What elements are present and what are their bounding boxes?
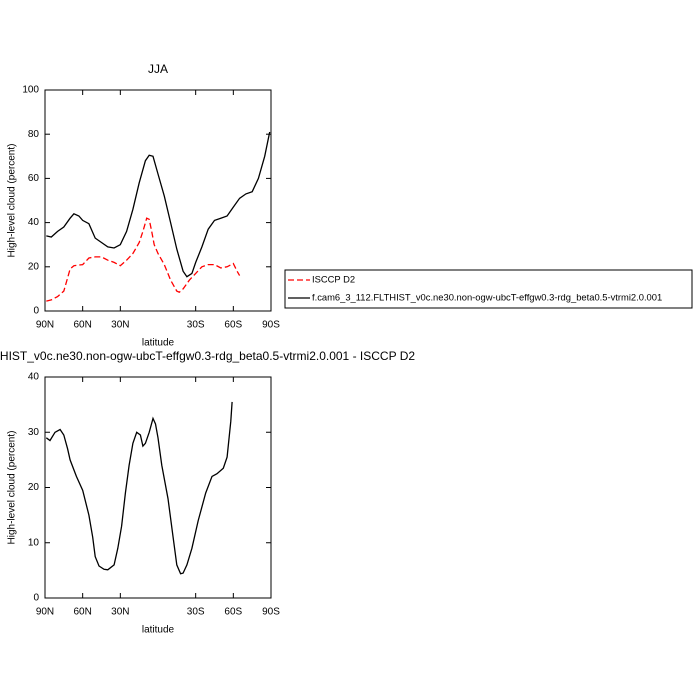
x-tick-label: 30N <box>111 320 129 331</box>
x-tick-label: 90N <box>36 320 54 331</box>
x-axis-label: latitude <box>142 625 175 636</box>
y-tick-label: 40 <box>28 217 40 228</box>
x-tick-label: 60N <box>73 320 91 331</box>
legend-label: f.cam6_3_112.FLTHIST_v0c.ne30.non-ogw-ub… <box>312 291 662 302</box>
x-tick-label: 90N <box>36 607 54 618</box>
y-tick-label: 0 <box>33 593 39 604</box>
x-tick-label: 30S <box>187 607 205 618</box>
x-tick-label: 90S <box>262 607 280 618</box>
plot-frame <box>44 376 272 599</box>
x-tick-label: 60N <box>73 607 91 618</box>
legend-label: ISCCP D2 <box>312 273 355 284</box>
y-tick-label: 20 <box>28 261 40 272</box>
data-line <box>46 131 271 278</box>
y-tick-label: 40 <box>28 372 40 383</box>
x-tick-label: 60S <box>224 320 242 331</box>
y-tick-label: 30 <box>28 427 40 438</box>
y-tick-label: 80 <box>28 129 40 140</box>
chart-title: f.cam6_3_112.FLTHIST_v0c.ne30.non-ogw-ub… <box>0 349 415 363</box>
plot-frame <box>44 89 272 312</box>
y-tick-label: 60 <box>28 173 40 184</box>
data-line <box>46 217 241 302</box>
y-tick-label: 20 <box>28 482 40 493</box>
y-tick-label: 0 <box>33 306 39 317</box>
x-tick-label: 30N <box>111 607 129 618</box>
legend-box <box>284 269 693 309</box>
y-axis-label: High-level cloud (percent) <box>7 431 18 545</box>
x-tick-label: 30S <box>187 320 205 331</box>
chart-title: JJA <box>148 62 168 76</box>
data-line <box>45 401 233 575</box>
y-tick-label: 100 <box>22 85 39 96</box>
y-axis-label: High-level cloud (percent) <box>7 144 18 258</box>
y-tick-label: 10 <box>28 537 40 548</box>
x-axis-label: latitude <box>142 338 175 349</box>
x-tick-label: 90S <box>262 320 280 331</box>
x-tick-label: 60S <box>224 607 242 618</box>
